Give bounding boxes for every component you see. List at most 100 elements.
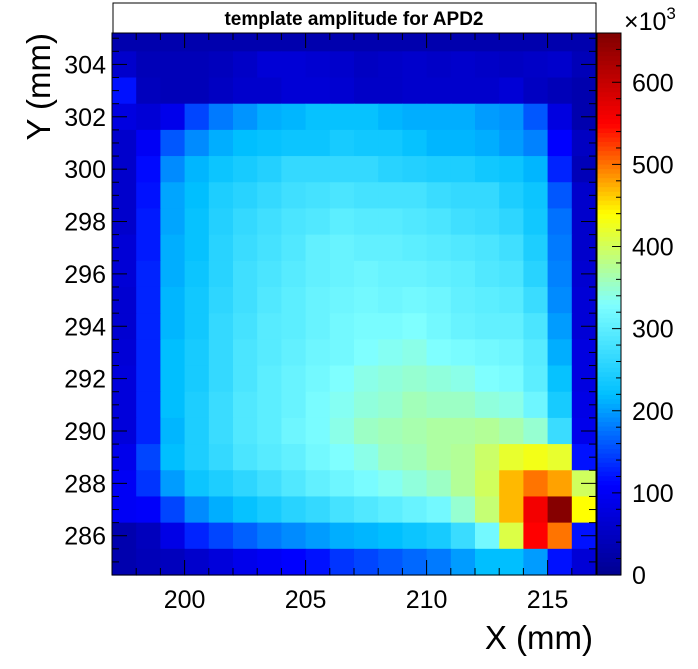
heatmap-cell <box>184 77 210 105</box>
heatmap-cell <box>571 33 597 52</box>
colorbar-segment <box>597 376 621 382</box>
heatmap-cell <box>523 156 549 183</box>
heatmap-cell <box>475 470 500 498</box>
heatmap-cell <box>136 156 161 183</box>
heatmap-cell <box>281 339 307 367</box>
heatmap-cell <box>305 208 331 236</box>
colorbar-segment <box>597 227 621 233</box>
heatmap-cell <box>499 260 524 288</box>
heatmap-cell <box>378 129 403 157</box>
heatmap-cell <box>281 77 307 105</box>
heatmap-cell <box>523 77 549 105</box>
colorbar-segment <box>597 37 621 43</box>
heatmap-cell <box>208 313 234 340</box>
colorbar-segment <box>597 471 621 477</box>
heatmap-cell <box>402 260 428 288</box>
heatmap-cell <box>378 391 403 419</box>
colorbar-segment <box>597 547 621 554</box>
heatmap-cell <box>136 548 161 576</box>
colorbar-exponent-multiplier: × <box>624 8 639 36</box>
heatmap-cell <box>475 417 500 445</box>
heatmap-cell <box>475 33 500 52</box>
heatmap-cell <box>305 103 331 131</box>
colorbar-segment <box>597 538 621 544</box>
heatmap-cell <box>450 103 476 131</box>
heatmap-cell <box>450 365 476 393</box>
heatmap-cell <box>499 156 524 183</box>
colorbar-segment <box>597 186 621 192</box>
heatmap-cell <box>547 103 573 131</box>
heatmap-cell <box>184 286 210 314</box>
heatmap-cell <box>233 417 258 445</box>
heatmap-cell <box>281 156 307 183</box>
heatmap-cell <box>281 234 307 262</box>
heatmap-cell <box>450 417 476 445</box>
heatmap-cell <box>426 417 452 445</box>
heatmap-cell <box>184 182 210 210</box>
heatmap-cell <box>160 182 186 210</box>
heatmap-cell <box>160 391 186 419</box>
heatmap-cell <box>184 129 210 157</box>
colorbar-segment <box>597 344 621 350</box>
heatmap-cell <box>426 182 452 210</box>
heatmap-cell <box>426 444 452 471</box>
colorbar-segment <box>597 145 621 152</box>
heatmap-cell <box>112 33 137 52</box>
heatmap-cell <box>354 417 379 445</box>
heatmap-cell <box>281 260 307 288</box>
heatmap-cell <box>354 365 379 393</box>
heatmap-cell <box>281 391 307 419</box>
colorbar-segment <box>597 511 621 517</box>
colorbar-segment <box>597 168 621 174</box>
colorbar-segment <box>597 570 621 576</box>
heatmap-cell <box>450 522 476 550</box>
colorbar-segment <box>597 240 621 246</box>
heatmap-cell <box>208 496 234 524</box>
heatmap-cell <box>378 286 403 314</box>
colorbar-segment <box>597 543 621 549</box>
heatmap-cell <box>136 522 161 550</box>
colorbar-tick-label: 0 <box>632 562 646 590</box>
heatmap-cell <box>547 156 573 183</box>
colorbar-segment <box>597 42 621 48</box>
colorbar-tick-label: 600 <box>632 69 674 97</box>
heatmap-cell <box>499 182 524 210</box>
heatmap-cell <box>402 286 428 314</box>
colorbar-segment <box>597 462 621 468</box>
heatmap-cell <box>184 522 210 550</box>
heatmap-cell <box>499 470 524 498</box>
heatmap-cell <box>136 129 161 157</box>
colorbar-segment <box>597 484 621 490</box>
heatmap-cell <box>329 313 355 340</box>
heatmap-cell <box>233 103 258 131</box>
heatmap-cell <box>160 417 186 445</box>
heatmap-cell <box>208 391 234 419</box>
heatmap-cell <box>547 77 573 105</box>
heatmap-cell <box>305 286 331 314</box>
heatmap-cell <box>402 548 428 576</box>
heatmap-cell <box>136 391 161 419</box>
heatmap-cell <box>281 522 307 550</box>
axes: 200 205 210 215 286 288 290 292 294 296 298 300 302 3… <box>64 33 597 614</box>
heatmap-cell <box>233 365 258 393</box>
y-tick-label: 304 <box>64 51 106 79</box>
heatmap-cell <box>499 444 524 471</box>
heatmap-cell <box>475 391 500 419</box>
heatmap-cell <box>378 156 403 183</box>
colorbar-segment <box>597 430 621 436</box>
colorbar-segment <box>597 96 621 102</box>
colorbar-segment <box>597 416 621 423</box>
heatmap-cell <box>233 156 258 183</box>
heatmap-cell <box>547 208 573 236</box>
heatmap-cell <box>402 51 428 79</box>
heatmap-cell <box>378 208 403 236</box>
heatmap-cell <box>378 496 403 524</box>
y-tick-label: 294 <box>64 313 106 341</box>
heatmap-cell <box>378 417 403 445</box>
heatmap-cell <box>305 470 331 498</box>
heatmap-cell <box>233 33 258 52</box>
colorbar-segment <box>597 195 621 201</box>
chart-title: template amplitude for APD2 <box>224 9 483 30</box>
heatmap-cell <box>523 391 549 419</box>
heatmap-cell <box>305 365 331 393</box>
